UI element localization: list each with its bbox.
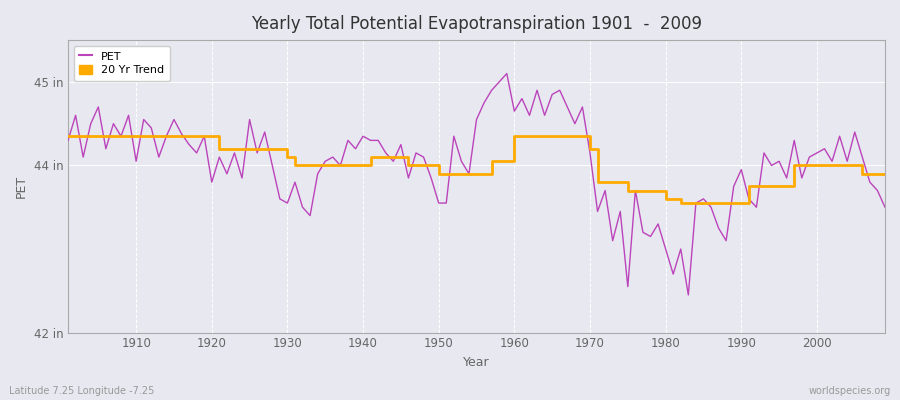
Legend: PET, 20 Yr Trend: PET, 20 Yr Trend bbox=[74, 46, 170, 81]
Title: Yearly Total Potential Evapotranspiration 1901  -  2009: Yearly Total Potential Evapotranspiratio… bbox=[251, 15, 702, 33]
Text: Latitude 7.25 Longitude -7.25: Latitude 7.25 Longitude -7.25 bbox=[9, 386, 155, 396]
X-axis label: Year: Year bbox=[464, 356, 490, 369]
Text: worldspecies.org: worldspecies.org bbox=[809, 386, 891, 396]
Y-axis label: PET: PET bbox=[15, 175, 28, 198]
